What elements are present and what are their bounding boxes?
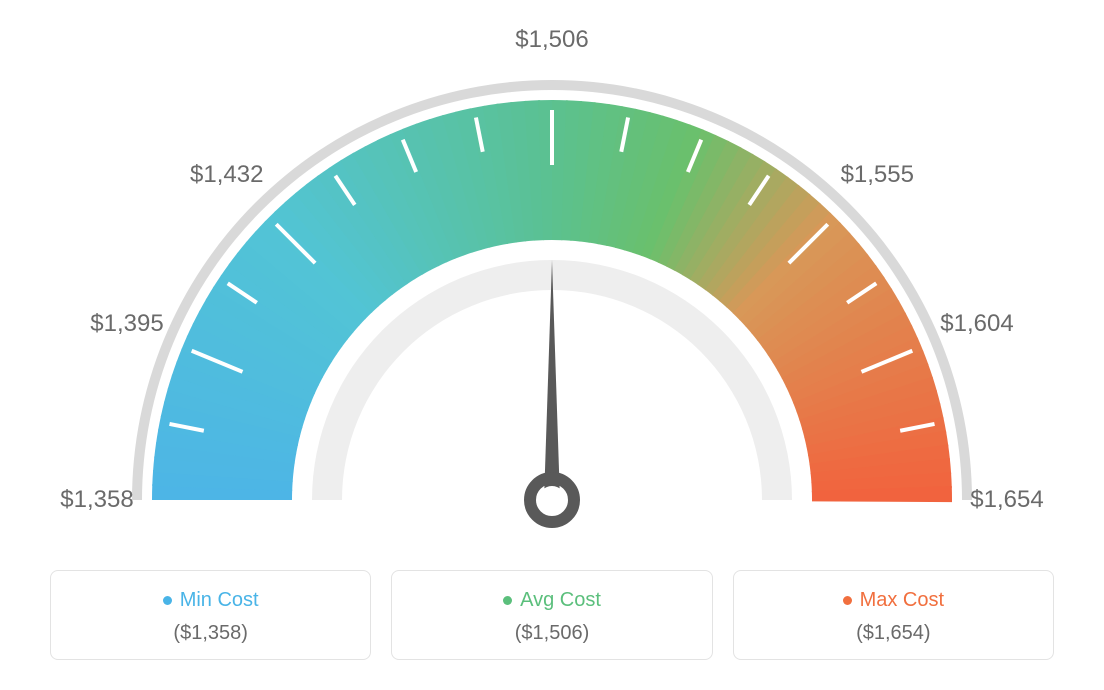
gauge-tick-label: $1,395 xyxy=(90,310,163,338)
gauge-tick-label: $1,358 xyxy=(60,486,133,514)
legend-row: Min Cost ($1,358) Avg Cost ($1,506) Max … xyxy=(20,570,1084,660)
gauge-tick-label: $1,604 xyxy=(940,310,1013,338)
legend-box-avg: Avg Cost ($1,506) xyxy=(391,570,712,660)
legend-box-max: Max Cost ($1,654) xyxy=(733,570,1054,660)
gauge-tick-label: $1,506 xyxy=(515,26,588,54)
legend-label-max: Max Cost xyxy=(860,589,944,612)
legend-value-avg: ($1,506) xyxy=(402,622,701,645)
legend-value-min: ($1,358) xyxy=(61,622,360,645)
gauge-tick-label: $1,432 xyxy=(190,161,263,189)
legend-title-avg: Avg Cost xyxy=(503,589,601,612)
legend-label-avg: Avg Cost xyxy=(520,589,601,612)
gauge-chart: $1,358 $1,395 $1,432 $1,506 $1,555 $1,604 $1,6… xyxy=(20,20,1084,560)
legend-title-max: Max Cost xyxy=(843,589,944,612)
legend-value-max: ($1,654) xyxy=(744,622,1043,645)
gauge-svg xyxy=(20,20,1084,560)
legend-label-min: Min Cost xyxy=(180,589,259,612)
legend-dot-avg xyxy=(503,596,512,605)
legend-dot-min xyxy=(163,596,172,605)
gauge-tick-label: $1,555 xyxy=(841,161,914,189)
legend-dot-max xyxy=(843,596,852,605)
legend-title-min: Min Cost xyxy=(163,589,259,612)
gauge-tick-label: $1,654 xyxy=(970,486,1043,514)
legend-box-min: Min Cost ($1,358) xyxy=(50,570,371,660)
